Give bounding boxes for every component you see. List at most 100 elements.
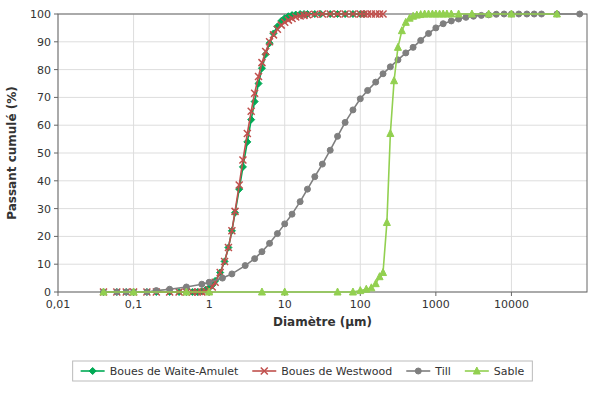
point xyxy=(577,11,583,17)
series-line xyxy=(104,14,365,292)
point xyxy=(364,11,371,18)
point xyxy=(342,119,348,125)
y-grid-line xyxy=(58,264,587,265)
point xyxy=(236,181,243,188)
point xyxy=(219,275,225,281)
point xyxy=(350,107,356,113)
point xyxy=(229,271,235,277)
x-tick-label: 100 xyxy=(350,298,371,311)
legend-marker xyxy=(89,368,96,375)
point xyxy=(251,90,258,97)
y-grid-line xyxy=(58,125,587,126)
point xyxy=(426,30,432,36)
point xyxy=(391,77,398,84)
legend-item: Boues de Westwood xyxy=(252,365,392,378)
y-tick-label: 80 xyxy=(37,64,51,77)
point xyxy=(327,11,334,18)
point xyxy=(373,79,379,85)
point xyxy=(508,11,514,17)
x-tick xyxy=(511,292,512,296)
point xyxy=(312,174,318,180)
y-tick-label: 90 xyxy=(37,36,51,49)
point xyxy=(100,289,107,296)
point xyxy=(418,37,424,43)
legend-label: Boues de Westwood xyxy=(281,365,392,378)
point xyxy=(183,289,190,296)
point xyxy=(304,11,311,18)
point xyxy=(311,11,318,18)
series xyxy=(100,11,368,296)
y-tick-label: 70 xyxy=(37,91,51,104)
y-tick xyxy=(54,236,58,237)
series xyxy=(100,11,387,296)
point xyxy=(258,288,265,295)
point xyxy=(183,288,190,295)
x-axis-label: Diamètre (μm) xyxy=(273,315,372,329)
point xyxy=(221,258,228,265)
point xyxy=(398,27,405,34)
y-tick-label: 20 xyxy=(37,230,51,243)
point xyxy=(206,279,212,285)
legend-label: Sable xyxy=(494,365,525,378)
point xyxy=(334,11,341,18)
point xyxy=(100,289,107,296)
y-tick xyxy=(54,69,58,70)
y-tick-label: 50 xyxy=(37,147,51,160)
point xyxy=(455,10,462,17)
point xyxy=(232,208,239,215)
y-grid-line xyxy=(58,97,587,98)
point xyxy=(342,11,349,18)
legend-marker xyxy=(473,367,480,374)
point xyxy=(281,288,288,295)
point xyxy=(266,38,273,45)
point xyxy=(357,11,364,18)
point xyxy=(372,280,379,287)
y-grid-line xyxy=(58,41,587,42)
point xyxy=(485,10,492,17)
point xyxy=(383,219,390,226)
y-grid-line xyxy=(58,69,587,70)
x-tick-label: 1 xyxy=(206,298,213,311)
series xyxy=(100,11,582,295)
plot-area xyxy=(58,14,587,292)
x-tick-label: 10 xyxy=(278,298,292,311)
point xyxy=(319,161,325,167)
point xyxy=(252,256,258,262)
series-group xyxy=(100,10,583,296)
point xyxy=(380,11,387,18)
axes: 0,010,1110100100010000010203040506070809… xyxy=(30,8,587,311)
point xyxy=(183,289,190,296)
point xyxy=(403,50,409,56)
series-line xyxy=(104,14,384,292)
point xyxy=(387,130,394,137)
y-grid-line xyxy=(58,236,587,237)
y-tick xyxy=(54,264,58,265)
y-tick-label: 40 xyxy=(37,175,51,188)
y-tick xyxy=(54,180,58,181)
y-tick xyxy=(54,14,58,15)
point xyxy=(100,288,107,295)
point xyxy=(206,288,213,295)
point xyxy=(100,289,106,295)
point xyxy=(468,10,475,17)
point xyxy=(289,211,295,217)
y-tick-label: 60 xyxy=(37,119,51,132)
point xyxy=(131,289,137,295)
x-tick-label: 1000 xyxy=(422,298,450,311)
point xyxy=(228,227,235,234)
y-grid-line xyxy=(58,208,587,209)
point xyxy=(334,288,341,295)
y-grid-line xyxy=(58,153,587,154)
series-line xyxy=(104,14,580,292)
chart: 0,010,1110100100010000010203040506070809… xyxy=(0,0,605,393)
point xyxy=(304,186,310,192)
point xyxy=(242,263,248,269)
point xyxy=(258,59,265,66)
legend-item: Boues de Waite-Amulet xyxy=(81,365,239,378)
point xyxy=(248,108,255,115)
point xyxy=(357,96,363,102)
point xyxy=(394,43,401,50)
point xyxy=(270,31,277,38)
y-tick xyxy=(54,125,58,126)
y-tick-label: 100 xyxy=(30,8,51,21)
